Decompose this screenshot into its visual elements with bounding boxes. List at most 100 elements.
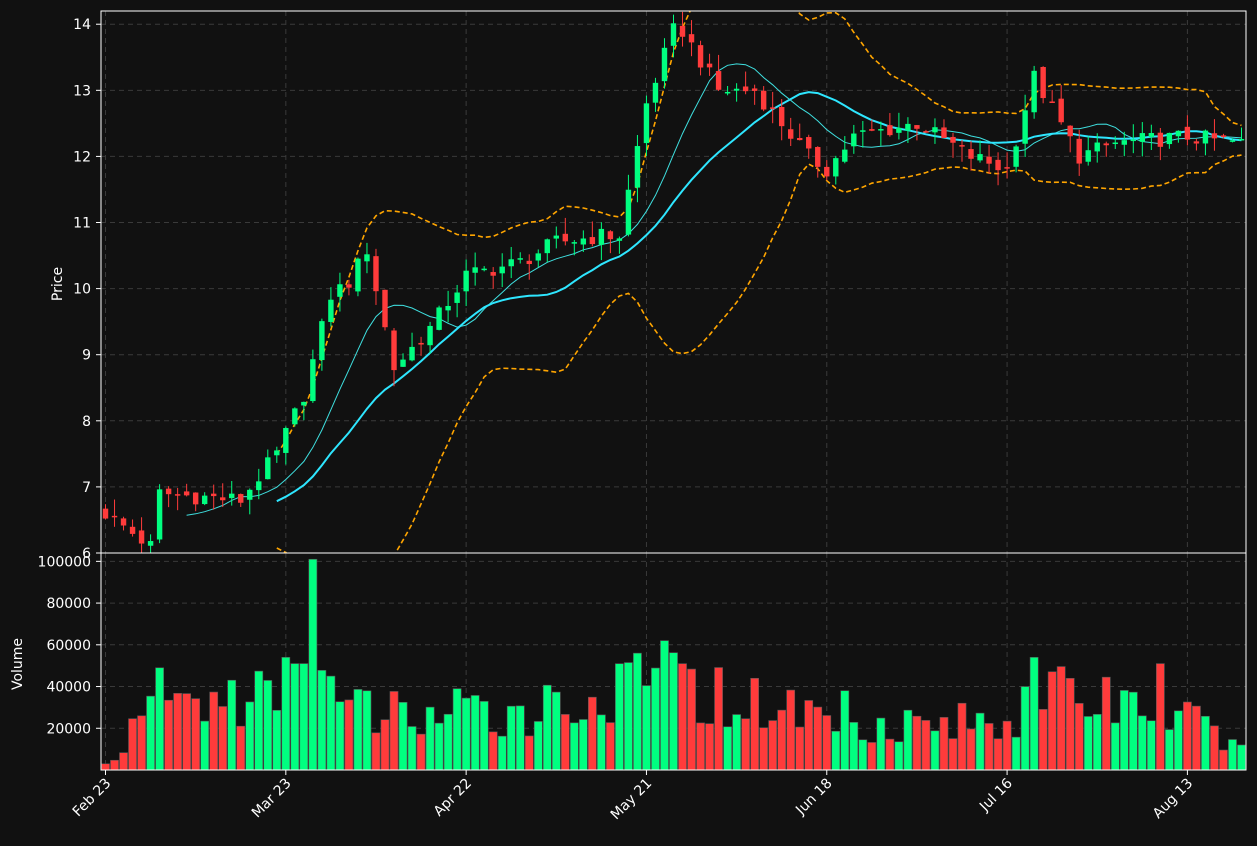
price-tick-label: 7: [82, 480, 91, 496]
volume-bar: [308, 558, 318, 771]
candle-body: [247, 489, 253, 500]
volume-bar: [759, 727, 769, 771]
candle-body: [274, 450, 280, 456]
candle-body: [535, 253, 541, 261]
volume-bar: [957, 702, 967, 771]
candle-body: [977, 154, 983, 161]
volume-bar: [615, 663, 624, 771]
volume-bar: [452, 688, 462, 771]
volume-bar: [804, 700, 814, 771]
volume-bar: [209, 691, 219, 771]
volume-bar: [155, 667, 164, 771]
candle-body: [625, 189, 632, 235]
volume-bar: [1210, 725, 1219, 771]
candle-body: [1067, 125, 1073, 137]
sma-long-line: [276, 91, 1242, 503]
price-axis-label: Price: [50, 267, 66, 301]
volume-bar: [191, 698, 201, 771]
volume-bar: [254, 670, 264, 771]
volume-bar: [777, 709, 787, 771]
volume-bar: [227, 679, 237, 771]
volume-tick-label: 100000: [38, 554, 91, 570]
volume-bar: [1074, 703, 1084, 771]
volume-bar: [407, 726, 417, 771]
volume-bar: [560, 714, 570, 771]
candle-body: [697, 45, 704, 68]
candle-body: [337, 284, 343, 297]
volume-bar: [975, 712, 985, 771]
candle-body: [147, 541, 154, 546]
volume-bar: [1201, 715, 1210, 771]
volume-bar: [1155, 663, 1165, 771]
candle-body: [751, 88, 758, 91]
candle-body: [887, 125, 893, 136]
volume-bar: [164, 699, 173, 771]
volume-bar: [813, 706, 823, 771]
price-tick-label: 12: [73, 149, 91, 165]
candle-body: [1031, 70, 1037, 113]
price-tick-label: 11: [73, 216, 91, 232]
candle-body: [210, 493, 217, 497]
candle-body: [382, 289, 388, 328]
volume-bar: [353, 689, 363, 771]
candle-body: [1184, 126, 1191, 140]
candle-body: [959, 145, 965, 147]
candle-body: [733, 88, 740, 91]
price-tick-label: 10: [73, 282, 91, 298]
candle-body: [598, 228, 605, 245]
candle-body: [553, 235, 559, 239]
candle-body: [661, 47, 668, 82]
candle-body: [769, 107, 776, 109]
candle-body: [508, 259, 514, 267]
candle-body: [192, 492, 199, 505]
candle-body: [1220, 135, 1227, 138]
volume-bar: [434, 722, 444, 771]
candle-body: [517, 258, 523, 260]
candle-body: [842, 149, 848, 162]
candle-body: [986, 156, 992, 164]
volume-bar: [894, 741, 904, 771]
price-tick-label: 14: [73, 17, 91, 33]
volume-bar: [497, 735, 507, 771]
candle-body: [111, 515, 118, 518]
volume-bar: [822, 715, 832, 771]
volume-bar: [705, 723, 714, 771]
candle-body: [463, 270, 469, 292]
candle-body: [869, 129, 875, 131]
candle-body: [851, 133, 857, 147]
volume-bar: [696, 722, 705, 771]
volume-bar: [110, 759, 119, 771]
volume-bar: [1119, 690, 1129, 771]
candle-body: [742, 86, 749, 92]
candle-body: [256, 481, 262, 491]
price-tick-label: 13: [73, 83, 91, 99]
candle-body: [1157, 132, 1164, 147]
candle-body: [1058, 98, 1064, 123]
volume-bar: [1174, 710, 1183, 771]
candle-body: [364, 254, 370, 262]
price-tick-label: 9: [82, 348, 91, 364]
volume-bar: [1219, 749, 1228, 771]
volume-bar: [723, 726, 732, 771]
volume-bar: [921, 720, 931, 771]
candle-body: [815, 147, 821, 167]
candle-body: [220, 497, 226, 501]
candle-body: [1112, 142, 1118, 145]
volume-axis-label: Volume: [10, 638, 26, 690]
volume-bar: [317, 670, 327, 771]
volume-bar: [398, 702, 408, 771]
candle-body: [454, 292, 460, 303]
candle-body: [355, 258, 361, 292]
candle-body: [427, 325, 433, 346]
volume-bar: [443, 713, 453, 771]
candle-body: [391, 330, 397, 371]
candle-body: [760, 90, 767, 110]
candle-body: [706, 63, 713, 68]
volume-bar: [290, 663, 300, 771]
volume-bar: [101, 763, 110, 771]
volume-bar: [416, 733, 426, 771]
candle-body: [229, 493, 235, 499]
price-tick-label: 6: [82, 546, 91, 562]
volume-bar: [1011, 736, 1021, 771]
volume-bar: [326, 675, 336, 771]
